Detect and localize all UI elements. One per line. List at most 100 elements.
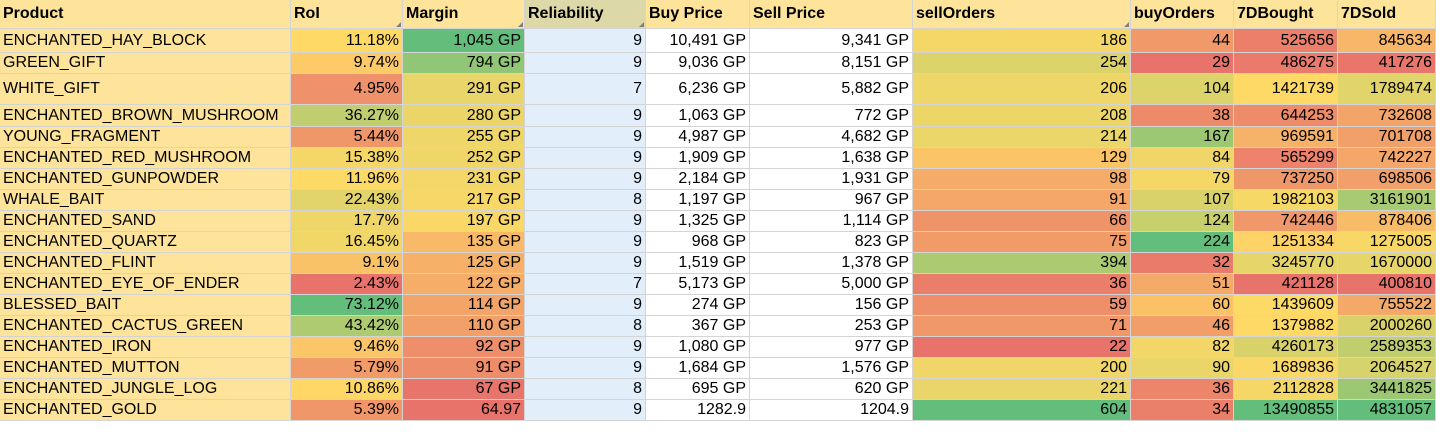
cell-sold-7d[interactable]: 1789474	[1338, 74, 1436, 105]
cell-sell-orders[interactable]: 200	[913, 358, 1131, 379]
cell-margin[interactable]: 291 GP	[403, 74, 525, 105]
cell-roi[interactable]: 9.1%	[291, 253, 403, 274]
cell-sell-orders[interactable]: 254	[913, 53, 1131, 74]
cell-buy-orders[interactable]: 84	[1131, 148, 1234, 169]
cell-sell-price[interactable]: 5,000 GP	[750, 274, 913, 295]
cell-buy-orders[interactable]: 79	[1131, 169, 1234, 190]
cell-buy-orders[interactable]: 82	[1131, 337, 1234, 358]
cell-bought-7d[interactable]: 1439609	[1234, 295, 1338, 316]
cell-buy-price[interactable]: 6,236 GP	[646, 74, 750, 105]
cell-margin[interactable]: 125 GP	[403, 253, 525, 274]
column-header-sell-price[interactable]: Sell Price	[750, 0, 913, 29]
cell-roi[interactable]: 2.43%	[291, 274, 403, 295]
cell-bought-7d[interactable]: 737250	[1234, 169, 1338, 190]
cell-sell-price[interactable]: 1204.9	[750, 400, 913, 421]
cell-sell-orders[interactable]: 129	[913, 148, 1131, 169]
cell-sell-price[interactable]: 156 GP	[750, 295, 913, 316]
cell-sell-price[interactable]: 1,576 GP	[750, 358, 913, 379]
column-header-roi[interactable]: RoI	[291, 0, 403, 29]
cell-roi[interactable]: 15.38%	[291, 148, 403, 169]
cell-reliability[interactable]: 9	[525, 169, 646, 190]
cell-margin[interactable]: 1,045 GP	[403, 29, 525, 53]
cell-sold-7d[interactable]: 2064527	[1338, 358, 1436, 379]
cell-buy-orders[interactable]: 167	[1131, 127, 1234, 148]
cell-sold-7d[interactable]: 1275005	[1338, 232, 1436, 253]
cell-roi[interactable]: 17.7%	[291, 211, 403, 232]
cell-product[interactable]: ENCHANTED_SAND	[0, 211, 291, 232]
cell-roi[interactable]: 16.45%	[291, 232, 403, 253]
cell-product[interactable]: ENCHANTED_CACTUS_GREEN	[0, 316, 291, 337]
cell-sell-price[interactable]: 977 GP	[750, 337, 913, 358]
cell-product[interactable]: ENCHANTED_JUNGLE_LOG	[0, 379, 291, 400]
cell-buy-price[interactable]: 1,325 GP	[646, 211, 750, 232]
cell-bought-7d[interactable]: 742446	[1234, 211, 1338, 232]
cell-buy-price[interactable]: 367 GP	[646, 316, 750, 337]
cell-buy-orders[interactable]: 107	[1131, 190, 1234, 211]
cell-product[interactable]: ENCHANTED_MUTTON	[0, 358, 291, 379]
cell-sell-price[interactable]: 1,378 GP	[750, 253, 913, 274]
cell-sell-price[interactable]: 1,638 GP	[750, 148, 913, 169]
cell-sell-orders[interactable]: 75	[913, 232, 1131, 253]
cell-buy-price[interactable]: 9,036 GP	[646, 53, 750, 74]
cell-roi[interactable]: 36.27%	[291, 105, 403, 127]
cell-reliability[interactable]: 9	[525, 211, 646, 232]
cell-buy-orders[interactable]: 38	[1131, 105, 1234, 127]
filter-dropdown-icon[interactable]	[518, 22, 523, 27]
cell-buy-orders[interactable]: 44	[1131, 29, 1234, 53]
column-header-bought-7d[interactable]: 7DBought	[1234, 0, 1338, 29]
cell-sold-7d[interactable]: 1670000	[1338, 253, 1436, 274]
cell-product[interactable]: ENCHANTED_GOLD	[0, 400, 291, 421]
cell-margin[interactable]: 197 GP	[403, 211, 525, 232]
cell-product[interactable]: YOUNG_FRAGMENT	[0, 127, 291, 148]
cell-buy-orders[interactable]: 29	[1131, 53, 1234, 74]
cell-buy-price[interactable]: 1,063 GP	[646, 105, 750, 127]
cell-sell-price[interactable]: 823 GP	[750, 232, 913, 253]
cell-sell-price[interactable]: 253 GP	[750, 316, 913, 337]
cell-margin[interactable]: 135 GP	[403, 232, 525, 253]
cell-sold-7d[interactable]: 742227	[1338, 148, 1436, 169]
cell-reliability[interactable]: 8	[525, 316, 646, 337]
cell-sold-7d[interactable]: 3441825	[1338, 379, 1436, 400]
cell-sell-orders[interactable]: 604	[913, 400, 1131, 421]
cell-buy-orders[interactable]: 34	[1131, 400, 1234, 421]
cell-buy-orders[interactable]: 46	[1131, 316, 1234, 337]
cell-bought-7d[interactable]: 969591	[1234, 127, 1338, 148]
cell-reliability[interactable]: 9	[525, 400, 646, 421]
cell-roi[interactable]: 73.12%	[291, 295, 403, 316]
cell-sold-7d[interactable]: 400810	[1338, 274, 1436, 295]
cell-reliability[interactable]: 9	[525, 29, 646, 53]
cell-roi[interactable]: 4.95%	[291, 74, 403, 105]
cell-sold-7d[interactable]: 2589353	[1338, 337, 1436, 358]
cell-reliability[interactable]: 9	[525, 53, 646, 74]
cell-margin[interactable]: 110 GP	[403, 316, 525, 337]
cell-margin[interactable]: 217 GP	[403, 190, 525, 211]
cell-bought-7d[interactable]: 486275	[1234, 53, 1338, 74]
filter-dropdown-icon[interactable]	[1124, 22, 1129, 27]
cell-sold-7d[interactable]: 2000260	[1338, 316, 1436, 337]
cell-buy-price[interactable]: 4,987 GP	[646, 127, 750, 148]
cell-product[interactable]: BLESSED_BAIT	[0, 295, 291, 316]
cell-sell-orders[interactable]: 91	[913, 190, 1131, 211]
cell-bought-7d[interactable]: 1982103	[1234, 190, 1338, 211]
cell-roi[interactable]: 10.86%	[291, 379, 403, 400]
cell-sell-orders[interactable]: 98	[913, 169, 1131, 190]
cell-reliability[interactable]: 9	[525, 105, 646, 127]
cell-roi[interactable]: 5.44%	[291, 127, 403, 148]
cell-roi[interactable]: 5.79%	[291, 358, 403, 379]
cell-product[interactable]: ENCHANTED_GUNPOWDER	[0, 169, 291, 190]
cell-sell-orders[interactable]: 66	[913, 211, 1131, 232]
cell-margin[interactable]: 64.97	[403, 400, 525, 421]
cell-sell-price[interactable]: 772 GP	[750, 105, 913, 127]
cell-buy-price[interactable]: 1,909 GP	[646, 148, 750, 169]
cell-margin[interactable]: 255 GP	[403, 127, 525, 148]
cell-sell-price[interactable]: 620 GP	[750, 379, 913, 400]
cell-margin[interactable]: 231 GP	[403, 169, 525, 190]
cell-product[interactable]: ENCHANTED_IRON	[0, 337, 291, 358]
cell-product[interactable]: ENCHANTED_HAY_BLOCK	[0, 29, 291, 53]
cell-reliability[interactable]: 9	[525, 232, 646, 253]
cell-buy-orders[interactable]: 60	[1131, 295, 1234, 316]
cell-roi[interactable]: 11.18%	[291, 29, 403, 53]
cell-bought-7d[interactable]: 4260173	[1234, 337, 1338, 358]
filter-dropdown-icon[interactable]	[396, 22, 401, 27]
cell-sold-7d[interactable]: 698506	[1338, 169, 1436, 190]
